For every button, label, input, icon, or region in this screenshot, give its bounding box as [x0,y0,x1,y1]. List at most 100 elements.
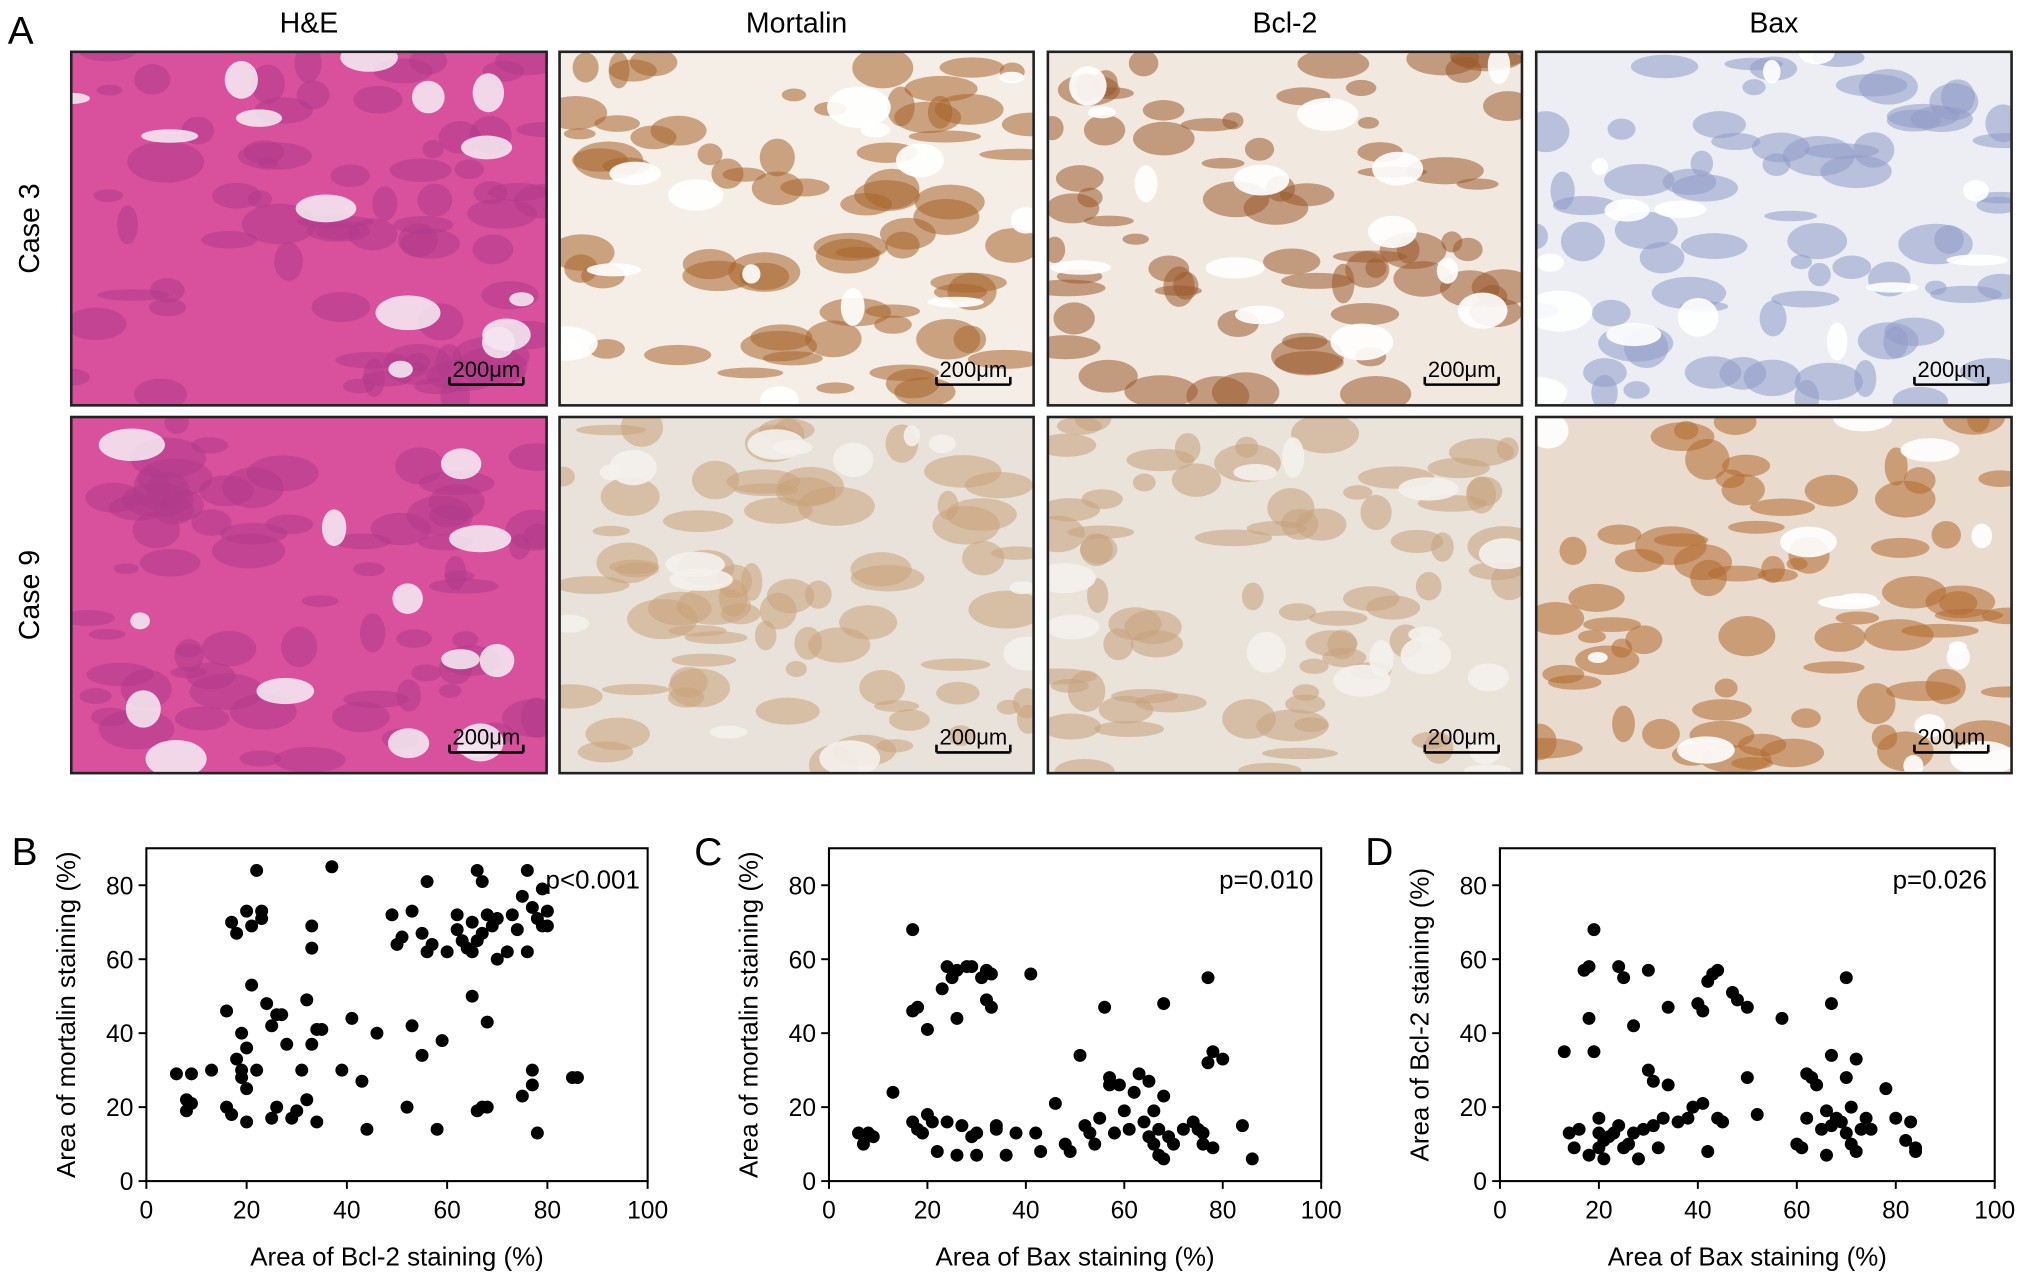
tissue-cell [1612,705,1635,743]
data-point [1686,1100,1700,1114]
tissue-cell [454,159,484,180]
tissue-cell [1568,583,1625,612]
tissue-cell [274,241,303,281]
data-point [405,1019,419,1033]
lumen [1009,581,1034,595]
data-point [1152,1122,1166,1136]
data-point [240,1041,254,1055]
tissue-cell [1552,195,1618,216]
data-point [1617,971,1631,985]
lumen [1047,614,1100,640]
y-tick-label: 80 [106,873,133,900]
texture [1536,417,2012,774]
tissue-cell [301,595,339,607]
tissue-cell [1577,630,1606,644]
tissue-cell [947,725,974,746]
x-tick-label: 20 [914,1198,941,1225]
data-point [275,1008,289,1022]
tissue-cell [330,164,370,188]
data-point [420,875,434,889]
lumen [1205,257,1265,279]
micrographs: 200μm 200μm 200μm 200μm 200μm 200μm 200μm 200μm [69,50,2013,775]
tissue-cell [170,666,207,679]
x-tick-label: 20 [1585,1198,1612,1225]
column-header: Mortalin [746,7,847,39]
data-point [325,860,339,874]
lumen [1467,663,1510,692]
tissue-cell [1083,114,1126,146]
tissue-cell [132,511,181,549]
tissue-cell [281,626,318,668]
scale-bar-label: 200μm [1917,725,1985,750]
tissue-cell [1886,681,1961,702]
tissue-cell [222,467,284,509]
tissue-cell [759,138,795,177]
micrograph: 200μm [558,415,1035,775]
tissue-cell [1171,463,1222,497]
tissue-cell [400,228,461,259]
panel-label: A [8,10,34,53]
lumen [928,434,956,454]
scale-bar-label: 200μm [453,357,521,382]
tissue-cell [945,498,1017,531]
tissue-cell [343,378,375,394]
tissue-cell [191,437,229,454]
data-point [1572,1122,1586,1136]
tissue-cell [1929,83,1979,121]
data-point [255,904,269,918]
data-point [480,1015,494,1029]
data-point [1132,1067,1146,1081]
x-tick-label: 100 [1974,1198,2015,1225]
data-point [1201,1056,1215,1070]
tissue-cell [1222,699,1276,739]
data-point [970,1148,984,1162]
data-point [1661,1078,1675,1092]
tissue-cell [1456,178,1499,190]
data-point [1612,1119,1626,1133]
data-point [955,1119,969,1133]
data-point [260,997,274,1011]
data-point [270,1100,284,1114]
data-point [520,863,534,877]
lumen [1900,438,1960,462]
data-point [1661,1000,1675,1014]
y-tick-label: 40 [789,1021,816,1048]
data-point [930,1145,944,1158]
data-point [1147,1137,1161,1151]
data-point [1083,1126,1097,1140]
data-point [1899,1133,1913,1147]
data-point [305,941,319,955]
texture [1536,51,2012,406]
tissue-cell [257,157,279,169]
tissue-cell [1132,473,1156,492]
lumen [441,649,480,670]
tissue-cell [1591,299,1631,327]
data-point [984,1000,998,1014]
tissue-cell [1832,255,1872,279]
tissue-cell [1560,221,1605,262]
tissue-cell [1285,694,1326,714]
tissue-cell [1960,358,2012,385]
annotation: p<0.001 [546,866,640,894]
lumen [609,161,662,186]
tissue-cell [1047,515,1085,553]
y-axis-label: Area of mortalin staining (%) [53,851,81,1178]
texture [559,51,1034,406]
tissue-cell [808,627,871,663]
data-point [1009,1126,1023,1140]
lumen [1833,417,1893,432]
x-tick-label: 0 [822,1198,836,1225]
data-point [1167,1137,1181,1151]
data-point [540,904,554,918]
data-point [1147,1104,1161,1118]
y-tick-label: 20 [789,1095,816,1122]
tissue-cell [939,57,1005,78]
data-point [245,919,259,933]
tissue-cell [1863,619,1934,651]
tissue-cell [1330,302,1400,326]
tissue-cell [1087,578,1109,613]
data-point [1107,1126,1121,1140]
data-point [525,1063,539,1077]
data-point [1696,1096,1710,1110]
